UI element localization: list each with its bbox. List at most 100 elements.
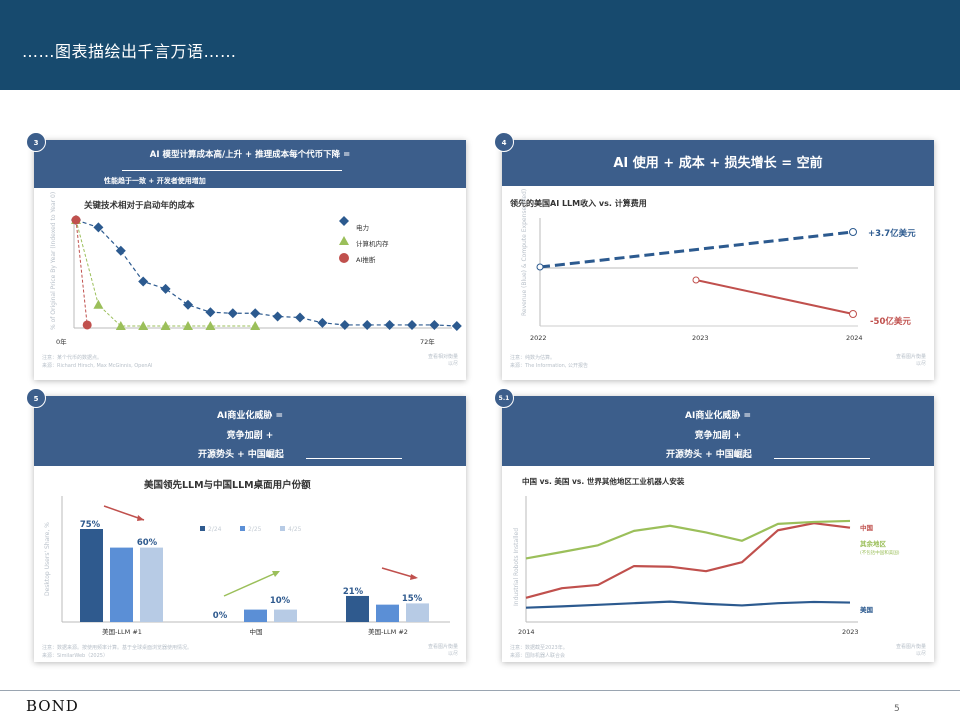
data-point (71, 215, 81, 225)
data-point (429, 319, 440, 330)
card-4-badge: 4 (494, 132, 514, 152)
data-point (317, 317, 328, 328)
card-3-footer-right: 查看相对衡量 以尽 (428, 354, 459, 367)
trend-arrow-down-1 (103, 505, 145, 521)
category-label: 中国 (250, 627, 263, 636)
bar-value-label: 60% (137, 538, 158, 548)
series-line (525, 522, 851, 599)
expense-line (695, 279, 854, 315)
bar-value-label: 15% (402, 594, 423, 604)
data-point (160, 321, 171, 330)
data-point (205, 307, 216, 318)
data-point (82, 320, 92, 330)
data-point (227, 308, 238, 319)
x-end-label: 2023 (842, 628, 859, 636)
chart-4: 领先的美国AI LLM收入 vs. 计算费用 Revenue (Blue) & … (510, 189, 916, 342)
card-4-title: AI 使用 + 成本 + 损失增长 = 空前 (613, 156, 823, 171)
card-5-1-note: 注意：数据截至2023年。 (510, 645, 568, 651)
legend-swatch-3 (280, 526, 285, 531)
data-point (451, 321, 462, 331)
bar (244, 609, 267, 622)
card-5-1-title-line3: 开源势头 + 中国崛起 (666, 450, 752, 460)
card-3-note: 注意：某个代币的数据点。 (42, 355, 103, 361)
card-5-badge: 5 (26, 388, 46, 408)
bar (274, 609, 297, 622)
header-bar: ……图表描绘出千言万语…… (0, 0, 960, 90)
card-5-1: AI商业化威胁 = 竞争加剧 + 开源势头 + 中国崛起 中国 vs. 美国 v… (502, 396, 934, 662)
chart-4-title: 领先的美国AI LLM收入 vs. 计算费用 (510, 198, 647, 208)
chart-4-ylabel: Revenue (Blue) & Compute Expense (Red) (521, 189, 528, 316)
data-point (205, 321, 216, 330)
series-line (525, 519, 851, 560)
data-point (93, 299, 104, 309)
chart-5-1: 中国 vs. 美国 vs. 世界其他地区工业机器人安装 Industrial R… (513, 476, 900, 636)
expense-label: -50亿美元 (870, 316, 911, 327)
bar (346, 595, 369, 622)
chart-5-1-title: 中国 vs. 美国 vs. 世界其他地区工业机器人安装 (522, 476, 685, 486)
legend-label-2: 计算机内存 (356, 239, 389, 248)
revenue-end-point (849, 228, 857, 236)
data-point (384, 319, 395, 330)
data-point (183, 299, 193, 310)
trend-arrow-up (223, 571, 279, 597)
legend-label-3: 4/25 (288, 526, 302, 533)
page-title: ……图表描绘出千言万语…… (22, 42, 237, 61)
legend-circle-icon (339, 253, 349, 263)
divider (774, 458, 870, 459)
card-5: AI商业化威胁 = 竞争加剧 + 开源势头 + 中国崛起 美国领先LLM与中国L… (34, 396, 466, 662)
series-label-rest: 其余地区 (860, 539, 887, 548)
chart-3: 关键技术相对于启动年的成本 % of Original Price By Yea… (50, 192, 462, 346)
bar (110, 547, 133, 622)
chart-3-ylabel: % of Original Price By Year (Indexed to … (50, 192, 57, 330)
card-3-title-line2: 性能趋于一致 + 开发者使用增加 (104, 177, 206, 185)
data-point (183, 321, 193, 330)
data-point (407, 319, 417, 330)
legend-swatch-1 (200, 526, 205, 531)
card-3-source: 来源：Richard Hirsch, Max McGinnis, OpenAI (42, 363, 153, 369)
chart-3-title: 关键技术相对于启动年的成本 (84, 200, 195, 211)
trend-arrow-down-2 (381, 567, 417, 579)
revenue-label: +3.7亿美元 (868, 228, 916, 239)
bar-value-label: 21% (343, 587, 364, 597)
data-point (362, 319, 373, 330)
x-label-2022: 2022 (530, 334, 547, 342)
series-line (75, 219, 457, 327)
data-point (115, 245, 126, 256)
bar (406, 603, 429, 622)
bar (80, 529, 103, 622)
x-label-2024: 2024 (846, 334, 863, 342)
arrow-head-icon (272, 571, 280, 577)
card-5-1-title-line2: 竞争加剧 + (694, 431, 742, 441)
chart-5-title: 美国领先LLM与中国LLM桌面用户份额 (143, 479, 311, 491)
card-5-1-title-line1: AI商业化威胁 = (685, 411, 751, 421)
category-label: 美国-LLM #1 (102, 627, 142, 636)
data-point (93, 222, 104, 233)
x-end-label: 72年 (420, 337, 435, 346)
legend-label-1: 电力 (356, 223, 369, 232)
legend-label-3: AI推断 (356, 255, 376, 264)
legend-swatch-2 (240, 526, 245, 531)
legend-label-1: 2/24 (208, 526, 222, 533)
card-4-footer-right: 查看图片衡量 以尽 (896, 354, 927, 367)
card-5-1-footer-right: 查看图片衡量 以尽 (896, 644, 927, 657)
card-5-title-line2: 竞争加剧 + (226, 431, 274, 441)
data-point (250, 308, 261, 319)
legend-diamond-icon (339, 216, 349, 226)
card-5-header: AI商业化威胁 = 竞争加剧 + 开源势头 + 中国崛起 (34, 396, 466, 466)
data-point (272, 311, 283, 322)
card-3-title-line1: AI 模型计算成本高/上升 + 推理成本每个代币下降 = (149, 150, 351, 160)
card-5-source: 来源：SimilarWeb（2025） (42, 653, 108, 659)
legend-label-2: 2/25 (248, 526, 262, 533)
footer-divider (0, 690, 960, 691)
card-5-1-badge: 5.1 (494, 388, 514, 408)
series-line (75, 219, 256, 327)
x-start-label: 0年 (56, 337, 67, 346)
expense-start-point (692, 276, 700, 284)
bar-value-label: 10% (270, 596, 291, 606)
divider (122, 170, 342, 171)
chart-5-ylabel: Desktop Users' Share, % (44, 522, 51, 596)
page-number: 5 (894, 704, 900, 714)
card-5-note: 注意：数据来源。按使用频率计算。基于全球桌面浏览器使用情况。 (42, 645, 193, 651)
data-point (250, 321, 261, 330)
